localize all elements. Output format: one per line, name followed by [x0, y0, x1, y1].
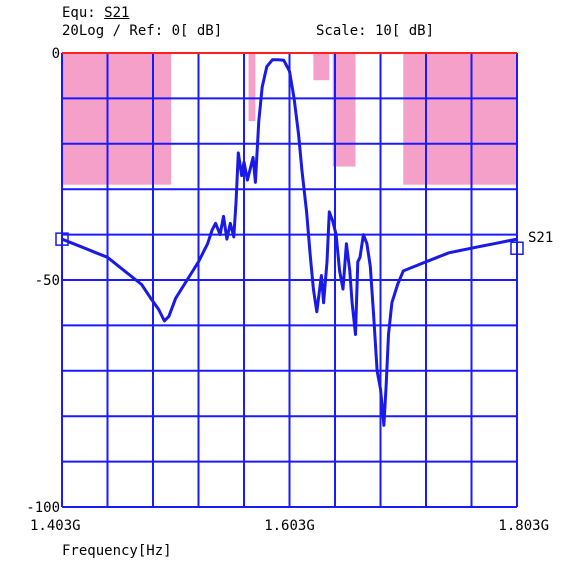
- equ-label: Equ:: [62, 5, 96, 21]
- x-tick-label: 1.803G: [498, 518, 549, 534]
- x-tick-label: 1.603G: [264, 518, 315, 534]
- y-tick-labels: 0 -50 -100: [26, 46, 60, 516]
- y-tick-label: -100: [26, 500, 60, 516]
- trace-s21[interactable]: [61, 58, 518, 427]
- trace-label: S21: [528, 230, 553, 246]
- x-axis-label: Frequency[Hz]: [62, 543, 172, 559]
- x-tick-labels: 1.403G 1.603G 1.803G: [30, 518, 549, 534]
- x-tick-label: 1.403G: [30, 518, 81, 534]
- equ-parameter-link[interactable]: S21: [104, 5, 130, 21]
- mask-region-3: [332, 53, 356, 167]
- markers[interactable]: [55, 232, 524, 255]
- mask-region-2: [313, 53, 330, 81]
- header-scale: Scale: 10[ dB]: [316, 23, 435, 39]
- mask-region-0: [62, 53, 172, 185]
- right-reference-marker[interactable]: [510, 241, 524, 255]
- header-format-ref: 20Log / Ref: 0[ dB]: [62, 23, 223, 39]
- left-reference-marker[interactable]: [55, 232, 69, 246]
- trace-line-s21[interactable]: [61, 58, 518, 427]
- mask-region-1: [248, 53, 256, 122]
- mask-region-4: [403, 53, 517, 185]
- header-equ: Equ: S21: [62, 6, 129, 20]
- y-tick-label: -50: [35, 273, 60, 289]
- grid: [61, 52, 518, 508]
- y-tick-label: 0: [52, 46, 60, 62]
